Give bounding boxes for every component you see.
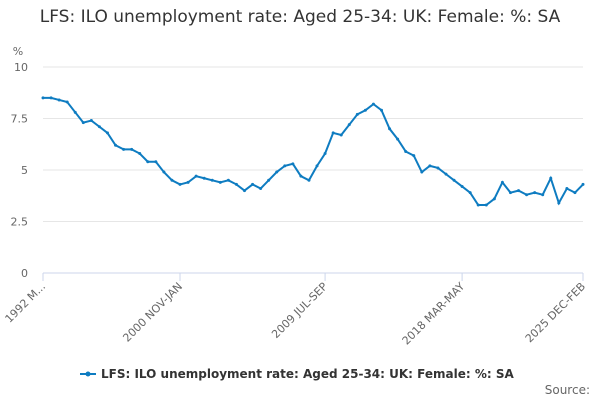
data-point: [484, 203, 488, 207]
data-point: [162, 170, 166, 174]
data-point: [396, 137, 400, 141]
data-point: [412, 154, 416, 158]
data-point: [130, 147, 134, 151]
data-point: [549, 176, 553, 180]
data-point: [202, 176, 206, 180]
data-point: [114, 143, 118, 147]
data-point: [97, 125, 101, 129]
data-point: [210, 178, 214, 182]
data-point: [283, 164, 287, 168]
chart-title: LFS: ILO unemployment rate: Aged 25-34: …: [39, 7, 561, 27]
data-point: [388, 127, 392, 131]
y-axis-label: %: [13, 45, 23, 58]
data-point: [226, 178, 230, 182]
data-point: [339, 133, 343, 137]
data-point: [81, 121, 85, 125]
data-point: [251, 182, 255, 186]
y-tick-label: 7.5: [11, 113, 29, 126]
legend-label: LFS: ILO unemployment rate: Aged 25-34: …: [101, 367, 514, 381]
data-point: [533, 191, 537, 195]
data-point: [500, 180, 504, 184]
series-line: [43, 96, 584, 207]
data-point: [234, 182, 238, 186]
data-point: [452, 178, 456, 182]
y-tick-label: 10: [14, 61, 28, 74]
y-tick-label: 2.5: [11, 216, 29, 229]
data-point: [73, 110, 77, 114]
data-point: [347, 123, 351, 127]
data-point: [170, 178, 174, 182]
data-point: [380, 108, 384, 112]
data-point: [122, 147, 126, 151]
data-point: [267, 178, 271, 182]
data-point: [420, 170, 424, 174]
x-tick-label: 2000 NOV-JAN: [120, 280, 185, 345]
data-point: [315, 164, 319, 168]
data-point: [371, 102, 375, 106]
data-point: [242, 189, 246, 193]
data-point: [65, 100, 69, 104]
legend-marker: [85, 371, 91, 377]
data-point: [57, 98, 61, 102]
data-point: [508, 191, 512, 195]
data-point: [146, 160, 150, 164]
data-point: [565, 187, 569, 191]
data-point: [557, 201, 561, 205]
data-point: [323, 152, 327, 156]
data-point: [428, 164, 432, 168]
data-point: [307, 178, 311, 182]
data-point: [517, 189, 521, 193]
data-point: [218, 180, 222, 184]
data-point: [178, 182, 182, 186]
data-point: [541, 193, 545, 197]
data-point: [355, 112, 359, 116]
data-point: [291, 162, 295, 166]
data-point: [404, 149, 408, 153]
x-tick-label: 2018 MAR-MAY: [400, 280, 468, 348]
data-point: [154, 160, 158, 164]
data-point: [194, 174, 198, 178]
y-tick-label: 5: [21, 164, 28, 177]
data-point: [105, 131, 109, 135]
x-tick-label: 1992 M...: [3, 280, 49, 326]
data-point: [41, 96, 45, 100]
y-tick-label: 0: [21, 267, 28, 280]
data-point: [444, 172, 448, 176]
data-point: [573, 191, 577, 195]
data-point: [525, 193, 529, 197]
data-point: [275, 170, 279, 174]
data-point: [89, 119, 93, 123]
data-point: [331, 131, 335, 135]
data-point: [476, 203, 480, 207]
data-point: [259, 187, 263, 191]
data-point: [468, 191, 472, 195]
data-point: [492, 197, 496, 201]
data-point: [49, 96, 53, 100]
data-point: [436, 166, 440, 170]
data-point: [138, 152, 142, 156]
data-point: [363, 108, 367, 112]
data-point: [460, 184, 464, 188]
data-point: [299, 174, 303, 178]
data-point: [581, 182, 585, 186]
source: Source:: [545, 383, 590, 397]
x-tick-label: 2025 DEC-FEB: [523, 280, 588, 345]
x-tick-label: 2009 JUL-SEP: [269, 280, 330, 341]
data-point: [186, 180, 190, 184]
